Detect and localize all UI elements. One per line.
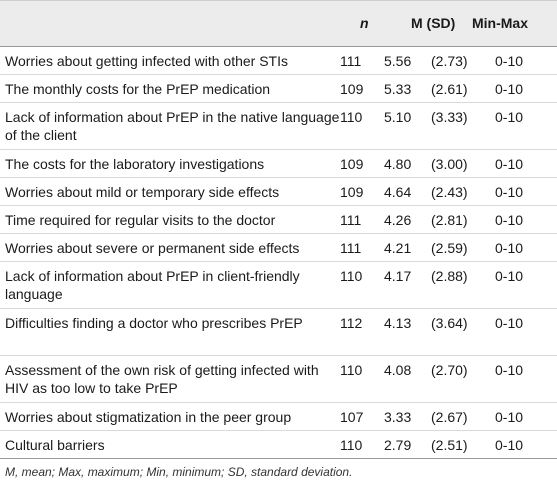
row-range: 0-10 [495, 81, 524, 97]
row-mean: 3.33 [384, 409, 412, 425]
row-label: Difficulties finding a doctor who prescr… [5, 315, 303, 331]
row-sd: (3.33) [431, 109, 468, 125]
data-table: n M (SD) Min-Max Worries about getting i… [0, 0, 557, 459]
table-row: Worries about stigmatization in the peer… [0, 403, 557, 431]
row-n: 110 [340, 362, 363, 378]
row-range: 0-10 [495, 156, 524, 172]
header-n: n [360, 15, 369, 31]
row-n: 110 [340, 109, 363, 125]
table-row: Worries about severe or permanent side e… [0, 234, 557, 262]
row-mean: 4.13 [384, 315, 412, 331]
row-n: 112 [340, 315, 363, 331]
row-range: 0-10 [495, 53, 524, 69]
row-label: Worries about stigmatization in the peer… [5, 409, 292, 425]
table-row: Worries about getting infected with othe… [0, 47, 557, 75]
row-mean: 4.64 [384, 184, 412, 200]
table-row: Worries about mild or temporary side eff… [0, 178, 557, 206]
row-label: Worries about severe or permanent side e… [5, 240, 300, 256]
row-n: 110 [340, 437, 363, 453]
row-sd: (3.64) [431, 315, 468, 331]
row-label: Lack of information about PrEP in the na… [5, 109, 340, 143]
row-mean: 5.10 [384, 109, 412, 125]
row-sd: (2.61) [431, 81, 468, 97]
row-range: 0-10 [495, 315, 524, 331]
row-sd: (2.51) [431, 437, 468, 453]
row-n: 111 [340, 212, 362, 228]
row-mean: 5.33 [384, 81, 412, 97]
row-range: 0-10 [495, 268, 524, 284]
table-footnote: M, mean; Max, maximum; Min, minimum; SD,… [5, 465, 353, 479]
table-row: The costs for the laboratory investigati… [0, 150, 557, 178]
row-n: 109 [340, 184, 364, 200]
row-range: 0-10 [495, 109, 524, 125]
row-n: 107 [340, 409, 364, 425]
row-mean: 4.21 [384, 240, 412, 256]
row-label: The costs for the laboratory investigati… [5, 156, 265, 172]
row-n: 111 [340, 240, 362, 256]
table-row: Difficulties finding a doctor who prescr… [0, 309, 557, 356]
row-sd: (2.67) [431, 409, 468, 425]
row-sd: (3.00) [431, 156, 468, 172]
row-n: 109 [340, 156, 364, 172]
row-sd: (2.73) [431, 53, 468, 69]
row-label: Worries about mild or temporary side eff… [5, 184, 280, 200]
row-label: The monthly costs for the PrEP medicatio… [5, 81, 271, 97]
row-mean: 4.80 [384, 156, 412, 172]
row-label: Lack of information about PrEP in client… [5, 268, 300, 302]
table-header-row: n M (SD) Min-Max [0, 0, 557, 47]
row-sd: (2.88) [431, 268, 468, 284]
row-n: 111 [340, 53, 362, 69]
table-row: Cultural barriers 110 2.79 (2.51) 0-10 [0, 431, 557, 459]
row-label: Time required for regular visits to the … [5, 212, 276, 228]
header-mean-sd: M (SD) [411, 15, 456, 31]
row-mean: 4.17 [384, 268, 412, 284]
table-row: The monthly costs for the PrEP medicatio… [0, 75, 557, 103]
row-mean: 5.56 [384, 53, 412, 69]
row-label: Worries about getting infected with othe… [5, 53, 288, 69]
row-range: 0-10 [495, 184, 524, 200]
table-row: Time required for regular visits to the … [0, 206, 557, 234]
table-row: Lack of information about PrEP in the na… [0, 103, 557, 150]
row-sd: (2.43) [431, 184, 468, 200]
row-label: Assessment of the own risk of getting in… [5, 362, 319, 396]
row-sd: (2.70) [431, 362, 468, 378]
row-mean: 4.26 [384, 212, 412, 228]
table-row: Lack of information about PrEP in client… [0, 262, 557, 309]
table-row: Assessment of the own risk of getting in… [0, 356, 557, 403]
row-range: 0-10 [495, 240, 524, 256]
row-mean: 2.79 [384, 437, 412, 453]
row-n: 110 [340, 268, 363, 284]
row-label: Cultural barriers [5, 437, 105, 453]
row-range: 0-10 [495, 409, 524, 425]
row-range: 0-10 [495, 362, 524, 378]
row-sd: (2.59) [431, 240, 468, 256]
row-n: 109 [340, 81, 364, 97]
row-range: 0-10 [495, 437, 524, 453]
header-min-max: Min-Max [472, 15, 528, 31]
row-mean: 4.08 [384, 362, 412, 378]
row-range: 0-10 [495, 212, 524, 228]
row-sd: (2.81) [431, 212, 468, 228]
table-body: Worries about getting infected with othe… [0, 47, 557, 459]
